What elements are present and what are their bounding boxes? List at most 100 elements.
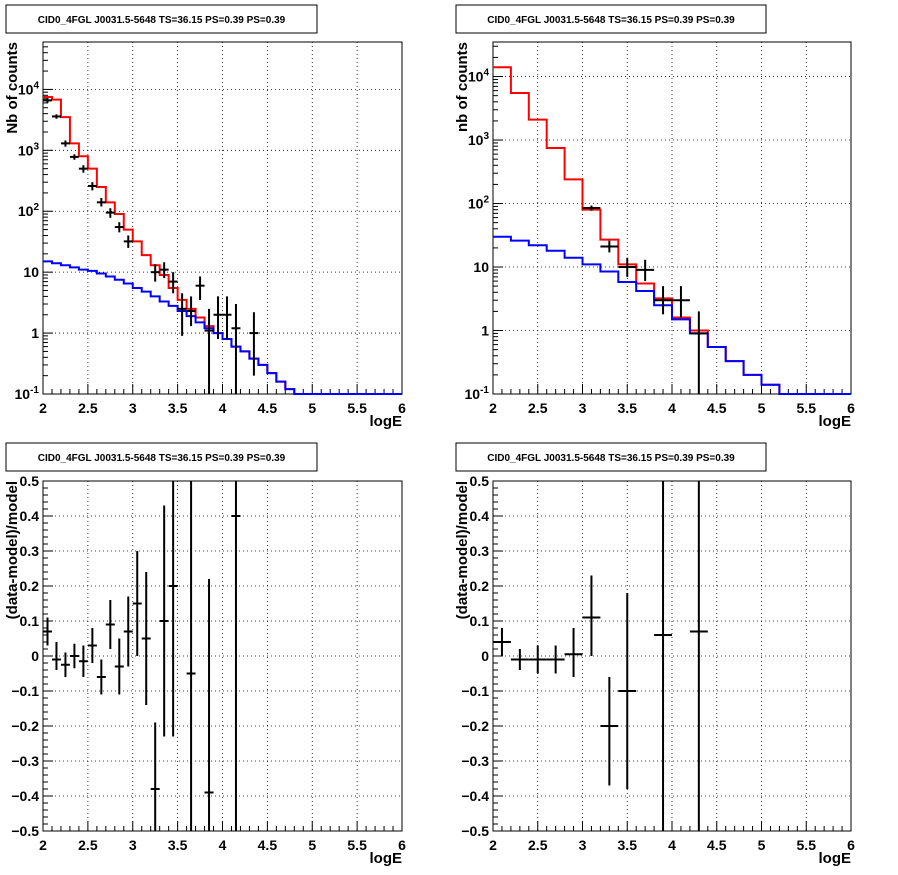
- data-point: [43, 98, 52, 103]
- y-tick-label: 10: [473, 259, 489, 275]
- data-point: [51, 114, 61, 119]
- y-tick-label: 0.4: [470, 508, 490, 524]
- x-tick-label: 2.5: [78, 837, 98, 853]
- y-tick-label: 10-1: [465, 385, 490, 402]
- residual-point: [564, 628, 583, 677]
- y-tick-label: −0.5: [11, 823, 39, 839]
- residual-point: [114, 638, 124, 695]
- data-point: [150, 264, 160, 282]
- x-axis-label: logE: [819, 413, 852, 430]
- data-point: [78, 165, 88, 173]
- y-tick-label: 0.3: [470, 543, 490, 559]
- data-point: [249, 312, 259, 376]
- residual-point: [51, 642, 61, 670]
- residual-point: [78, 645, 88, 677]
- x-tick-label: 4.5: [258, 400, 278, 416]
- data-point: [177, 293, 187, 336]
- total-model-histogram: [43, 96, 402, 395]
- data-point: [60, 140, 70, 147]
- residual-point: [159, 505, 169, 737]
- x-axis-label: logE: [370, 413, 403, 430]
- x-tick-label: 5: [308, 837, 316, 853]
- x-tick-label: 3.5: [618, 400, 638, 416]
- x-axis-label: logE: [370, 850, 403, 867]
- y-tick-label: 0.1: [470, 613, 490, 629]
- data-point: [87, 182, 97, 191]
- residual-point: [123, 596, 133, 667]
- y-tick-label: 0.5: [470, 473, 490, 489]
- y-tick-label: 1: [31, 325, 39, 341]
- chart-title-box: [5, 442, 318, 472]
- residual-point: [204, 579, 214, 831]
- y-tick-label: 1: [481, 323, 489, 339]
- data-point: [689, 311, 708, 394]
- data-point: [114, 222, 124, 233]
- x-tick-label: 4.5: [707, 400, 727, 416]
- data-point: [213, 296, 223, 339]
- chart-title: CID0_4FGL J0031.5-5648 TS=36.15 PS=0.39 …: [487, 453, 735, 464]
- x-tick-label: 4: [219, 837, 227, 853]
- residual-point: [168, 481, 178, 737]
- x-tick-label: 6: [398, 837, 406, 853]
- y-tick-label: 104: [18, 80, 40, 97]
- data-point: [600, 240, 619, 253]
- y-tick-label: −0.3: [461, 753, 489, 769]
- y-tick-label: 103: [18, 141, 40, 158]
- y-tick-label: −0.4: [461, 788, 489, 804]
- y-tick-label: 104: [468, 68, 490, 85]
- y-tick-label: 0.2: [470, 578, 490, 594]
- x-tick-label: 3: [579, 400, 587, 416]
- data-point: [159, 262, 169, 279]
- residual-point: [186, 481, 196, 831]
- x-tick-label: 3: [129, 837, 137, 853]
- residual-point: [654, 481, 672, 831]
- data-point: [231, 304, 241, 394]
- y-axis-label: (data-model)/model: [4, 481, 21, 619]
- x-tick-label: 5.5: [347, 837, 367, 853]
- residual-point: [69, 643, 79, 669]
- y-tick-label: 10: [23, 264, 39, 280]
- y-tick-label: −0.1: [461, 683, 489, 699]
- residual-point: [87, 628, 97, 663]
- residual-point: [528, 645, 547, 674]
- data-point: [69, 154, 79, 160]
- residual-point: [493, 628, 511, 656]
- x-tick-label: 3: [579, 837, 587, 853]
- data-point: [186, 296, 196, 327]
- y-axis-label: Nb of counts: [4, 42, 21, 134]
- y-tick-label: 10-1: [15, 385, 40, 402]
- x-tick-label: 6: [847, 837, 855, 853]
- chart-title: CID0_4FGL J0031.5-5648 TS=36.15 PS=0.39 …: [487, 15, 735, 26]
- y-tick-label: 0: [31, 648, 39, 664]
- background-model-histogram: [43, 260, 402, 395]
- x-tick-label: 5: [308, 400, 316, 416]
- y-tick-label: −0.5: [461, 823, 489, 839]
- y-tick-label: 0.3: [20, 543, 40, 559]
- residual-point: [43, 617, 52, 646]
- chart-title: CID0_4FGL J0031.5-5648 TS=36.15 PS=0.39 …: [38, 15, 286, 26]
- x-tick-label: 5: [758, 400, 766, 416]
- residual-point: [141, 572, 151, 705]
- x-tick-label: 5: [758, 837, 766, 853]
- residual-point: [105, 600, 115, 649]
- x-tick-label: 2.5: [528, 400, 548, 416]
- x-tick-label: 2.5: [78, 400, 98, 416]
- y-tick-label: −0.1: [11, 683, 39, 699]
- chart-title: CID0_4FGL J0031.5-5648 TS=36.15 PS=0.39 …: [38, 453, 286, 464]
- x-tick-label: 3.5: [168, 400, 188, 416]
- y-tick-label: 0.5: [20, 473, 40, 489]
- data-point: [195, 276, 205, 300]
- data-point: [672, 286, 690, 318]
- y-tick-label: 0.2: [20, 578, 40, 594]
- data-point: [582, 205, 601, 211]
- chart-panel-1: CID0_4FGL J0031.5-5648 TS=36.15 PS=0.39 …: [4, 4, 406, 430]
- residual-point: [689, 481, 708, 831]
- x-tick-label: 6: [847, 400, 855, 416]
- residual-point: [231, 481, 241, 831]
- x-tick-label: 3.5: [618, 837, 638, 853]
- data-point: [654, 286, 672, 315]
- residual-point: [582, 575, 601, 656]
- residual-point: [132, 551, 142, 656]
- chart-panel-2: CID0_4FGL J0031.5-5648 TS=36.15 PS=0.39 …: [454, 4, 855, 430]
